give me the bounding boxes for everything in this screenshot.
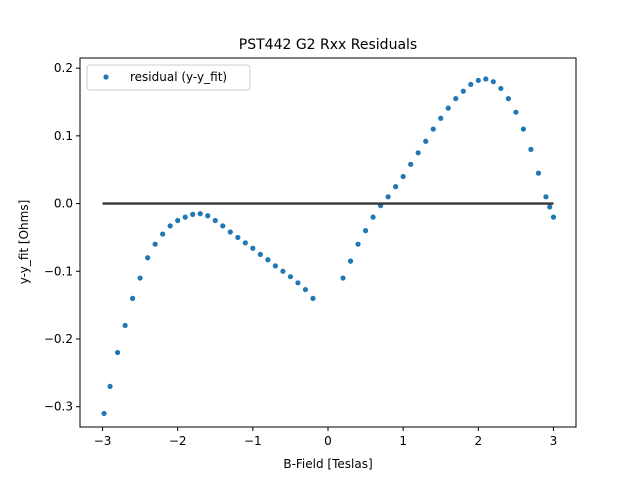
x-tick-label: 1 bbox=[399, 434, 407, 448]
legend-box bbox=[86, 64, 251, 91]
y-tick-label: 0.1 bbox=[54, 129, 73, 143]
y-axis-title: y-y_fit [Ohms] bbox=[17, 200, 31, 285]
legend: residual (y-y_fit) bbox=[86, 64, 251, 91]
data-point bbox=[340, 275, 346, 281]
data-point bbox=[415, 150, 421, 156]
data-point bbox=[400, 173, 406, 180]
points-layer bbox=[101, 76, 557, 417]
data-point bbox=[220, 223, 226, 229]
data-point bbox=[445, 105, 451, 111]
x-tick-label: −1 bbox=[244, 434, 262, 448]
data-point bbox=[130, 295, 136, 301]
data-point bbox=[250, 245, 256, 251]
data-point bbox=[101, 410, 107, 417]
data-point bbox=[438, 115, 444, 121]
data-point bbox=[453, 96, 459, 102]
data-point bbox=[355, 241, 361, 247]
data-point bbox=[498, 85, 504, 92]
y-tick-label: −0.2 bbox=[44, 332, 73, 346]
data-point bbox=[347, 258, 354, 264]
data-point bbox=[190, 211, 196, 217]
data-point bbox=[287, 274, 294, 280]
data-point bbox=[310, 295, 316, 301]
data-point bbox=[550, 214, 557, 220]
data-point bbox=[272, 263, 278, 269]
data-point bbox=[107, 383, 113, 389]
data-point bbox=[535, 170, 542, 176]
data-point bbox=[295, 280, 301, 286]
y-tick-label: 0.0 bbox=[54, 197, 73, 211]
data-point bbox=[235, 234, 241, 241]
data-point bbox=[520, 126, 526, 132]
legend-label: residual (y-y_fit) bbox=[130, 70, 227, 84]
data-point bbox=[385, 194, 391, 200]
chart-title: PST442 G2 Rxx Residuals bbox=[239, 37, 417, 53]
data-point bbox=[122, 322, 128, 329]
y-tick-label: −0.1 bbox=[44, 264, 73, 278]
x-axis: −3 −2 −1 0 1 2 3 bbox=[94, 427, 558, 448]
data-point bbox=[205, 213, 211, 219]
data-point bbox=[468, 81, 474, 88]
x-axis-title: B-Field [Teslas] bbox=[283, 457, 372, 471]
y-axis: −0.3 −0.2 −0.1 0.0 0.1 0.2 bbox=[44, 61, 80, 414]
data-point bbox=[370, 214, 376, 220]
data-point bbox=[423, 138, 429, 144]
data-point bbox=[175, 217, 181, 224]
data-point bbox=[393, 184, 399, 190]
data-point bbox=[528, 146, 534, 152]
x-tick-label: 0 bbox=[324, 434, 332, 448]
plot-area bbox=[79, 57, 577, 428]
data-point bbox=[490, 79, 496, 85]
data-point bbox=[242, 240, 248, 246]
data-point bbox=[430, 126, 436, 132]
x-tick-label: −3 bbox=[94, 434, 112, 448]
data-point bbox=[152, 241, 158, 247]
data-point bbox=[227, 229, 233, 235]
data-point bbox=[362, 228, 369, 234]
data-point bbox=[257, 251, 263, 257]
data-point bbox=[408, 161, 414, 167]
data-point bbox=[543, 194, 549, 200]
data-point bbox=[160, 231, 166, 237]
data-point bbox=[212, 217, 218, 224]
data-point bbox=[145, 255, 151, 261]
legend-marker bbox=[103, 74, 109, 80]
data-point bbox=[505, 96, 511, 102]
data-point bbox=[280, 268, 286, 274]
y-tick-label: −0.3 bbox=[44, 400, 73, 414]
data-point bbox=[513, 109, 519, 115]
data-point bbox=[137, 275, 143, 281]
data-point bbox=[114, 349, 121, 356]
data-point bbox=[197, 211, 203, 217]
data-point bbox=[265, 257, 271, 263]
data-point bbox=[483, 76, 489, 82]
x-tick-label: −2 bbox=[169, 434, 187, 448]
data-point bbox=[302, 286, 309, 293]
data-point bbox=[460, 88, 466, 94]
data-point bbox=[167, 223, 173, 229]
data-point bbox=[182, 214, 188, 220]
x-tick-label: 2 bbox=[474, 434, 482, 448]
data-point bbox=[547, 204, 553, 210]
y-tick-label: 0.2 bbox=[54, 61, 73, 75]
data-point bbox=[475, 77, 481, 83]
x-tick-label: 3 bbox=[550, 434, 558, 448]
